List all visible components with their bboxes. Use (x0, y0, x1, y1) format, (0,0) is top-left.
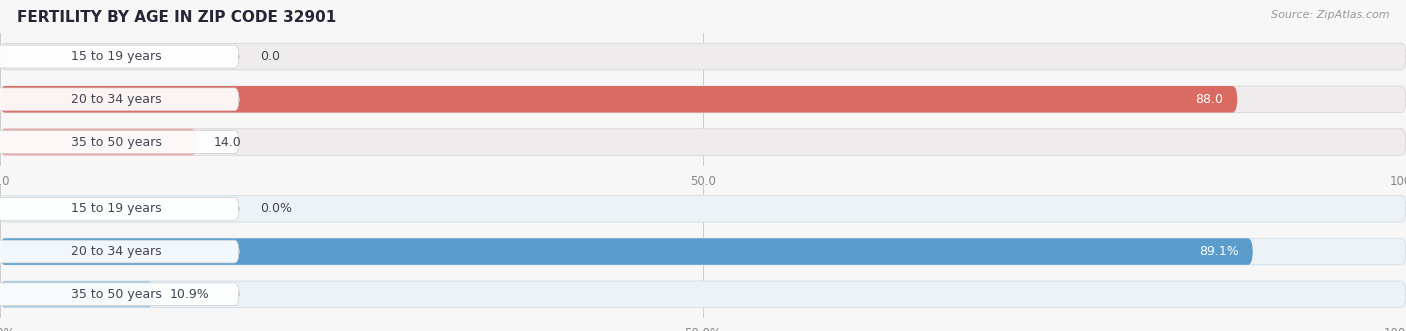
FancyBboxPatch shape (0, 281, 1406, 307)
Text: 10.9%: 10.9% (170, 288, 209, 301)
FancyBboxPatch shape (0, 88, 239, 111)
Text: 15 to 19 years: 15 to 19 years (70, 202, 162, 215)
FancyBboxPatch shape (0, 129, 197, 155)
FancyBboxPatch shape (0, 45, 239, 68)
FancyBboxPatch shape (0, 238, 1406, 265)
Text: 14.0: 14.0 (214, 135, 242, 149)
Text: 0.0%: 0.0% (260, 202, 292, 215)
Text: 20 to 34 years: 20 to 34 years (70, 245, 162, 258)
Text: 20 to 34 years: 20 to 34 years (70, 93, 162, 106)
FancyBboxPatch shape (0, 129, 1406, 155)
FancyBboxPatch shape (0, 43, 1406, 70)
Text: 15 to 19 years: 15 to 19 years (70, 50, 162, 63)
FancyBboxPatch shape (0, 281, 153, 307)
Text: 35 to 50 years: 35 to 50 years (70, 288, 162, 301)
FancyBboxPatch shape (0, 198, 239, 220)
FancyBboxPatch shape (0, 131, 239, 153)
Text: Source: ZipAtlas.com: Source: ZipAtlas.com (1271, 10, 1389, 20)
FancyBboxPatch shape (0, 86, 1406, 113)
Text: 0.0: 0.0 (260, 50, 280, 63)
FancyBboxPatch shape (0, 238, 1253, 265)
FancyBboxPatch shape (0, 86, 1237, 113)
FancyBboxPatch shape (0, 240, 239, 263)
Text: FERTILITY BY AGE IN ZIP CODE 32901: FERTILITY BY AGE IN ZIP CODE 32901 (17, 10, 336, 25)
Text: 89.1%: 89.1% (1199, 245, 1239, 258)
Text: 35 to 50 years: 35 to 50 years (70, 135, 162, 149)
FancyBboxPatch shape (0, 196, 1406, 222)
FancyBboxPatch shape (0, 283, 239, 306)
Text: 88.0: 88.0 (1195, 93, 1223, 106)
